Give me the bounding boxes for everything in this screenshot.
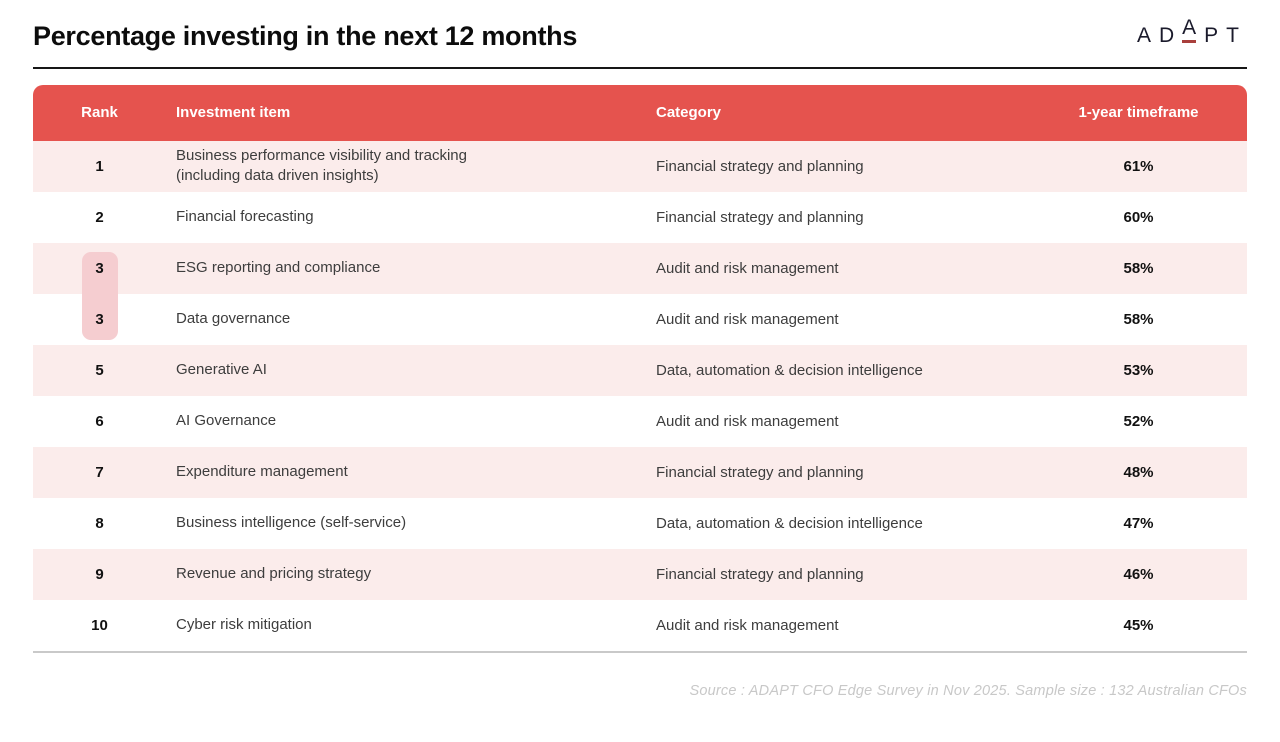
col-header-timeframe: 1-year timeframe bbox=[1078, 104, 1199, 122]
table-row: 3 ESG reporting and compliance Audit and… bbox=[33, 242, 1247, 294]
timeframe-cell: 58% bbox=[1123, 259, 1154, 277]
table-bottom-divider bbox=[33, 650, 1247, 653]
investment-item-cell: Expenditure management bbox=[176, 463, 348, 481]
table-row: 1 Business performance visibility and tr… bbox=[33, 140, 1247, 192]
investment-item-cell: Revenue and pricing strategy bbox=[176, 565, 372, 583]
rank-cell: 7 bbox=[95, 463, 104, 481]
category-cell: Financial strategy and planning bbox=[656, 208, 864, 226]
category-cell: Audit and risk management bbox=[656, 259, 839, 277]
table-row: 7 Expenditure management Financial strat… bbox=[33, 446, 1247, 498]
investment-item-cell: Business intelligence (self-service) bbox=[176, 514, 407, 532]
category-cell: Financial strategy and planning bbox=[656, 463, 864, 481]
category-cell: Data, automation & decision intelligence bbox=[656, 361, 923, 379]
top-bar: Percentage investing in the next 12 mont… bbox=[33, 15, 1247, 52]
category-cell: Data, automation & decision intelligence bbox=[656, 514, 923, 532]
slide: Percentage investing in the next 12 mont… bbox=[0, 15, 1280, 699]
timeframe-cell: 48% bbox=[1123, 463, 1154, 481]
table-row: 6 AI Governance Audit and risk managemen… bbox=[33, 396, 1247, 447]
timeframe-cell: 61% bbox=[1123, 157, 1154, 175]
table-row: 5 Generative AI Data, automation & decis… bbox=[33, 344, 1247, 396]
timeframe-cell: 53% bbox=[1123, 361, 1154, 379]
table-body: 1 Business performance visibility and tr… bbox=[33, 140, 1247, 651]
table-row: 2 Financial forecasting Financial strate… bbox=[33, 192, 1247, 243]
rank-cell: 3 bbox=[95, 310, 104, 328]
adapt-logo: ADA PT bbox=[1136, 15, 1247, 52]
rank-cell: 10 bbox=[91, 616, 108, 634]
rank-cell: 5 bbox=[95, 361, 104, 379]
source-note: Source : ADAPT CFO Edge Survey in Nov 20… bbox=[689, 682, 1247, 699]
col-header-category: Category bbox=[656, 104, 722, 122]
col-header-investment-item: Investment item bbox=[176, 103, 291, 121]
table-row: 9 Revenue and pricing strategy Financial… bbox=[33, 548, 1247, 600]
timeframe-cell: 47% bbox=[1123, 514, 1154, 532]
timeframe-cell: 58% bbox=[1123, 310, 1154, 328]
investment-item-cell: ESG reporting and compliance bbox=[176, 259, 381, 277]
rank-cell: 2 bbox=[95, 208, 104, 226]
table-row: 10 Cyber risk mitigation Audit and risk … bbox=[33, 600, 1247, 651]
rank-cell: 1 bbox=[95, 157, 104, 175]
table-row: 8 Business intelligence (self-service) D… bbox=[33, 498, 1247, 549]
investment-item-cell: Financial forecasting bbox=[176, 208, 314, 226]
timeframe-cell: 60% bbox=[1123, 208, 1154, 226]
logo-raised-a: A bbox=[1182, 15, 1197, 43]
investment-item-cell: Data governance bbox=[176, 310, 291, 328]
col-header-rank: Rank bbox=[81, 104, 118, 122]
rank-cell: 6 bbox=[95, 412, 104, 430]
rank-cell: 8 bbox=[95, 514, 104, 532]
title-divider bbox=[33, 66, 1247, 69]
investment-item-cell: Cyber risk mitigation bbox=[176, 616, 312, 634]
page-title: Percentage investing in the next 12 mont… bbox=[33, 21, 578, 51]
investment-item-cell: AI Governance bbox=[176, 412, 277, 430]
category-cell: Financial strategy and planning bbox=[656, 157, 864, 175]
timeframe-cell: 52% bbox=[1123, 412, 1154, 430]
tie-rank-highlight bbox=[82, 251, 118, 340]
table-row: 3 Data governance Audit and risk managem… bbox=[33, 294, 1247, 345]
logo-right: PT bbox=[1204, 23, 1247, 47]
timeframe-cell: 45% bbox=[1123, 616, 1154, 634]
investment-item-cell: Business performance visibility and trac… bbox=[176, 147, 467, 185]
category-cell: Audit and risk management bbox=[656, 616, 839, 634]
rank-cell: 9 bbox=[95, 565, 104, 583]
investment-table: Rank Investment item Category 1-year tim… bbox=[33, 84, 1247, 653]
logo-left: AD bbox=[1136, 23, 1183, 47]
table-header: Rank Investment item Category 1-year tim… bbox=[33, 84, 1247, 141]
investment-item-cell: Generative AI bbox=[176, 361, 267, 379]
category-cell: Audit and risk management bbox=[656, 310, 839, 328]
category-cell: Audit and risk management bbox=[656, 412, 839, 430]
rank-cell: 3 bbox=[95, 259, 104, 277]
timeframe-cell: 46% bbox=[1123, 565, 1154, 583]
category-cell: Financial strategy and planning bbox=[656, 565, 864, 583]
